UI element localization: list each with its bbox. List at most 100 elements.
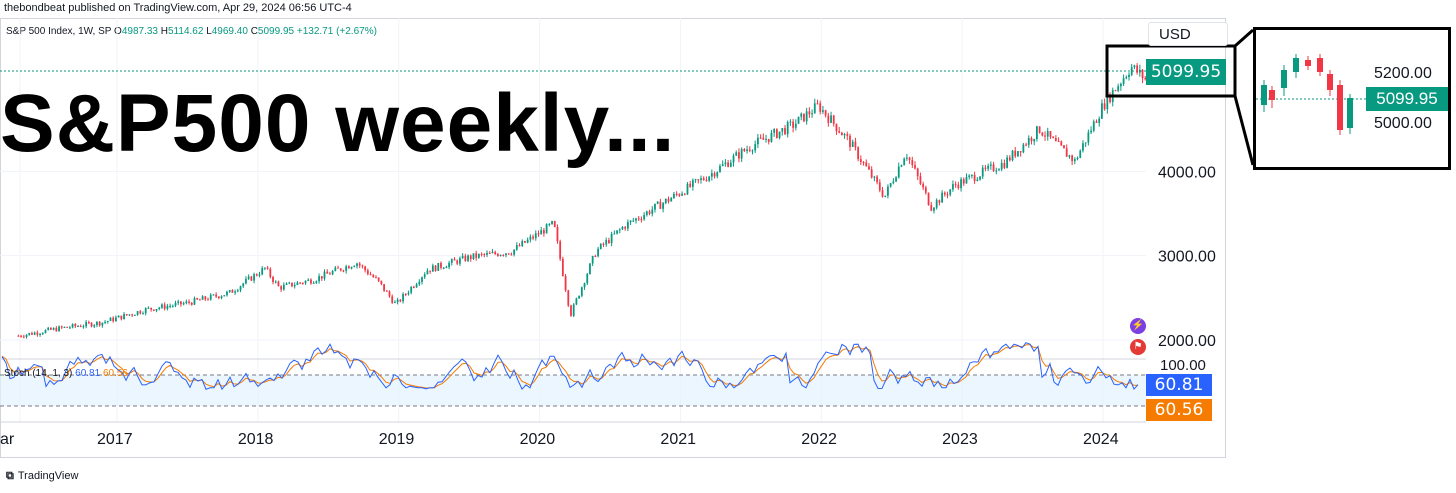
candle-body (740, 149, 743, 159)
y-tick-label: 2000.00 (1158, 333, 1216, 350)
candle-body (922, 183, 925, 188)
candle-body (654, 203, 656, 210)
candle-body (965, 177, 968, 184)
candle-body (583, 283, 586, 288)
candle-body (686, 183, 689, 195)
candle-body (781, 128, 784, 132)
candle-body (854, 141, 857, 148)
candle-body (353, 266, 356, 268)
candle-body (526, 239, 529, 243)
candle-body (58, 326, 60, 332)
candle-body (486, 252, 488, 255)
candle-body (656, 201, 659, 204)
candle-body (144, 308, 147, 314)
lightning-icon[interactable]: ⚡ (1130, 318, 1146, 334)
candle-body (123, 314, 125, 320)
publisher-line: thebondbeat published on TradingView.com… (4, 2, 352, 14)
overlay-title: S&P500 weekly... (0, 78, 676, 169)
candles-group (17, 63, 1147, 339)
candle-body (1084, 142, 1087, 144)
candle-body (992, 164, 995, 171)
candle-body (201, 296, 204, 300)
candle-body (748, 149, 751, 151)
candle-body (659, 201, 662, 209)
candle-body (868, 166, 870, 170)
candle-body (989, 164, 992, 166)
candle-body (708, 176, 711, 181)
candle-body (274, 281, 277, 283)
candle-body (288, 282, 291, 284)
candle-body (182, 303, 185, 305)
x-tick-label: 2021 (660, 431, 696, 448)
candle-body (1030, 138, 1033, 142)
candle-body (789, 121, 792, 123)
candle-body (391, 296, 394, 303)
candle-body (60, 326, 63, 328)
candle-body (832, 115, 835, 124)
candle-body (911, 159, 914, 166)
candle-body (927, 192, 930, 206)
candle-body (1079, 150, 1082, 158)
candle-body (380, 280, 383, 285)
candle-body (17, 335, 20, 337)
candle-body (570, 305, 572, 316)
candle-body (280, 286, 283, 290)
candle-body (1076, 157, 1079, 160)
zoom-inset: 5200.00 5099.95 5000.00 (1253, 27, 1451, 170)
candle-body (1122, 78, 1125, 84)
candle-body (66, 326, 69, 328)
x-axis: ar 2017 2018 2019 2020 2021 2022 2023 2024 (0, 431, 1119, 448)
candle-body (1041, 132, 1044, 136)
candle-body (800, 113, 803, 117)
candle-body (106, 321, 109, 323)
candle-body (1003, 162, 1006, 168)
candle-body (914, 165, 916, 169)
inset-candle-body (1317, 58, 1323, 72)
candle-body (973, 174, 976, 181)
candle-body (128, 314, 131, 316)
candle-body (337, 267, 339, 269)
candle-body (507, 253, 510, 255)
candle-body (694, 179, 697, 181)
candle-body (1057, 141, 1060, 143)
candle-body (1138, 69, 1141, 73)
candle-body (621, 227, 624, 230)
candle-body (608, 240, 610, 244)
candle-body (120, 315, 123, 320)
candle-body (954, 184, 957, 186)
candle-body (713, 173, 716, 177)
candle-body (104, 321, 106, 323)
candle-body (805, 111, 808, 122)
candle-body (161, 304, 163, 308)
currency-selector[interactable]: USD (1148, 22, 1228, 46)
candle-body (483, 254, 486, 256)
candle-body (115, 317, 117, 322)
candle-body (532, 236, 534, 239)
candle-body (133, 314, 136, 316)
candle-body (597, 248, 599, 257)
x-tick-label: 2024 (1083, 431, 1119, 448)
candle-body (52, 327, 55, 330)
candle-body (635, 218, 637, 221)
symbol-label[interactable]: S&P 500 Index, 1W, SP (6, 26, 112, 37)
candle-body (586, 274, 589, 284)
candle-body (20, 335, 23, 337)
candle-body (301, 282, 304, 284)
x-tick-label: 2023 (942, 431, 978, 448)
candle-body (827, 115, 830, 123)
candle-body (461, 255, 464, 259)
candle-body (226, 291, 228, 296)
candle-body (551, 221, 553, 225)
candle-body (892, 181, 895, 184)
stoch-name[interactable]: Stoch (14, 1, 3) (4, 368, 73, 379)
candle-body (323, 271, 326, 279)
candle-body (1117, 86, 1120, 91)
flag-icon[interactable]: ⚑ (1130, 339, 1146, 355)
candle-body (1060, 141, 1063, 146)
candle-body (477, 254, 480, 258)
footer-logo[interactable]: ⧉ TradingView (6, 470, 78, 483)
candle-body (90, 322, 93, 327)
candle-body (304, 280, 307, 284)
x-tick-label: 2020 (520, 431, 556, 448)
